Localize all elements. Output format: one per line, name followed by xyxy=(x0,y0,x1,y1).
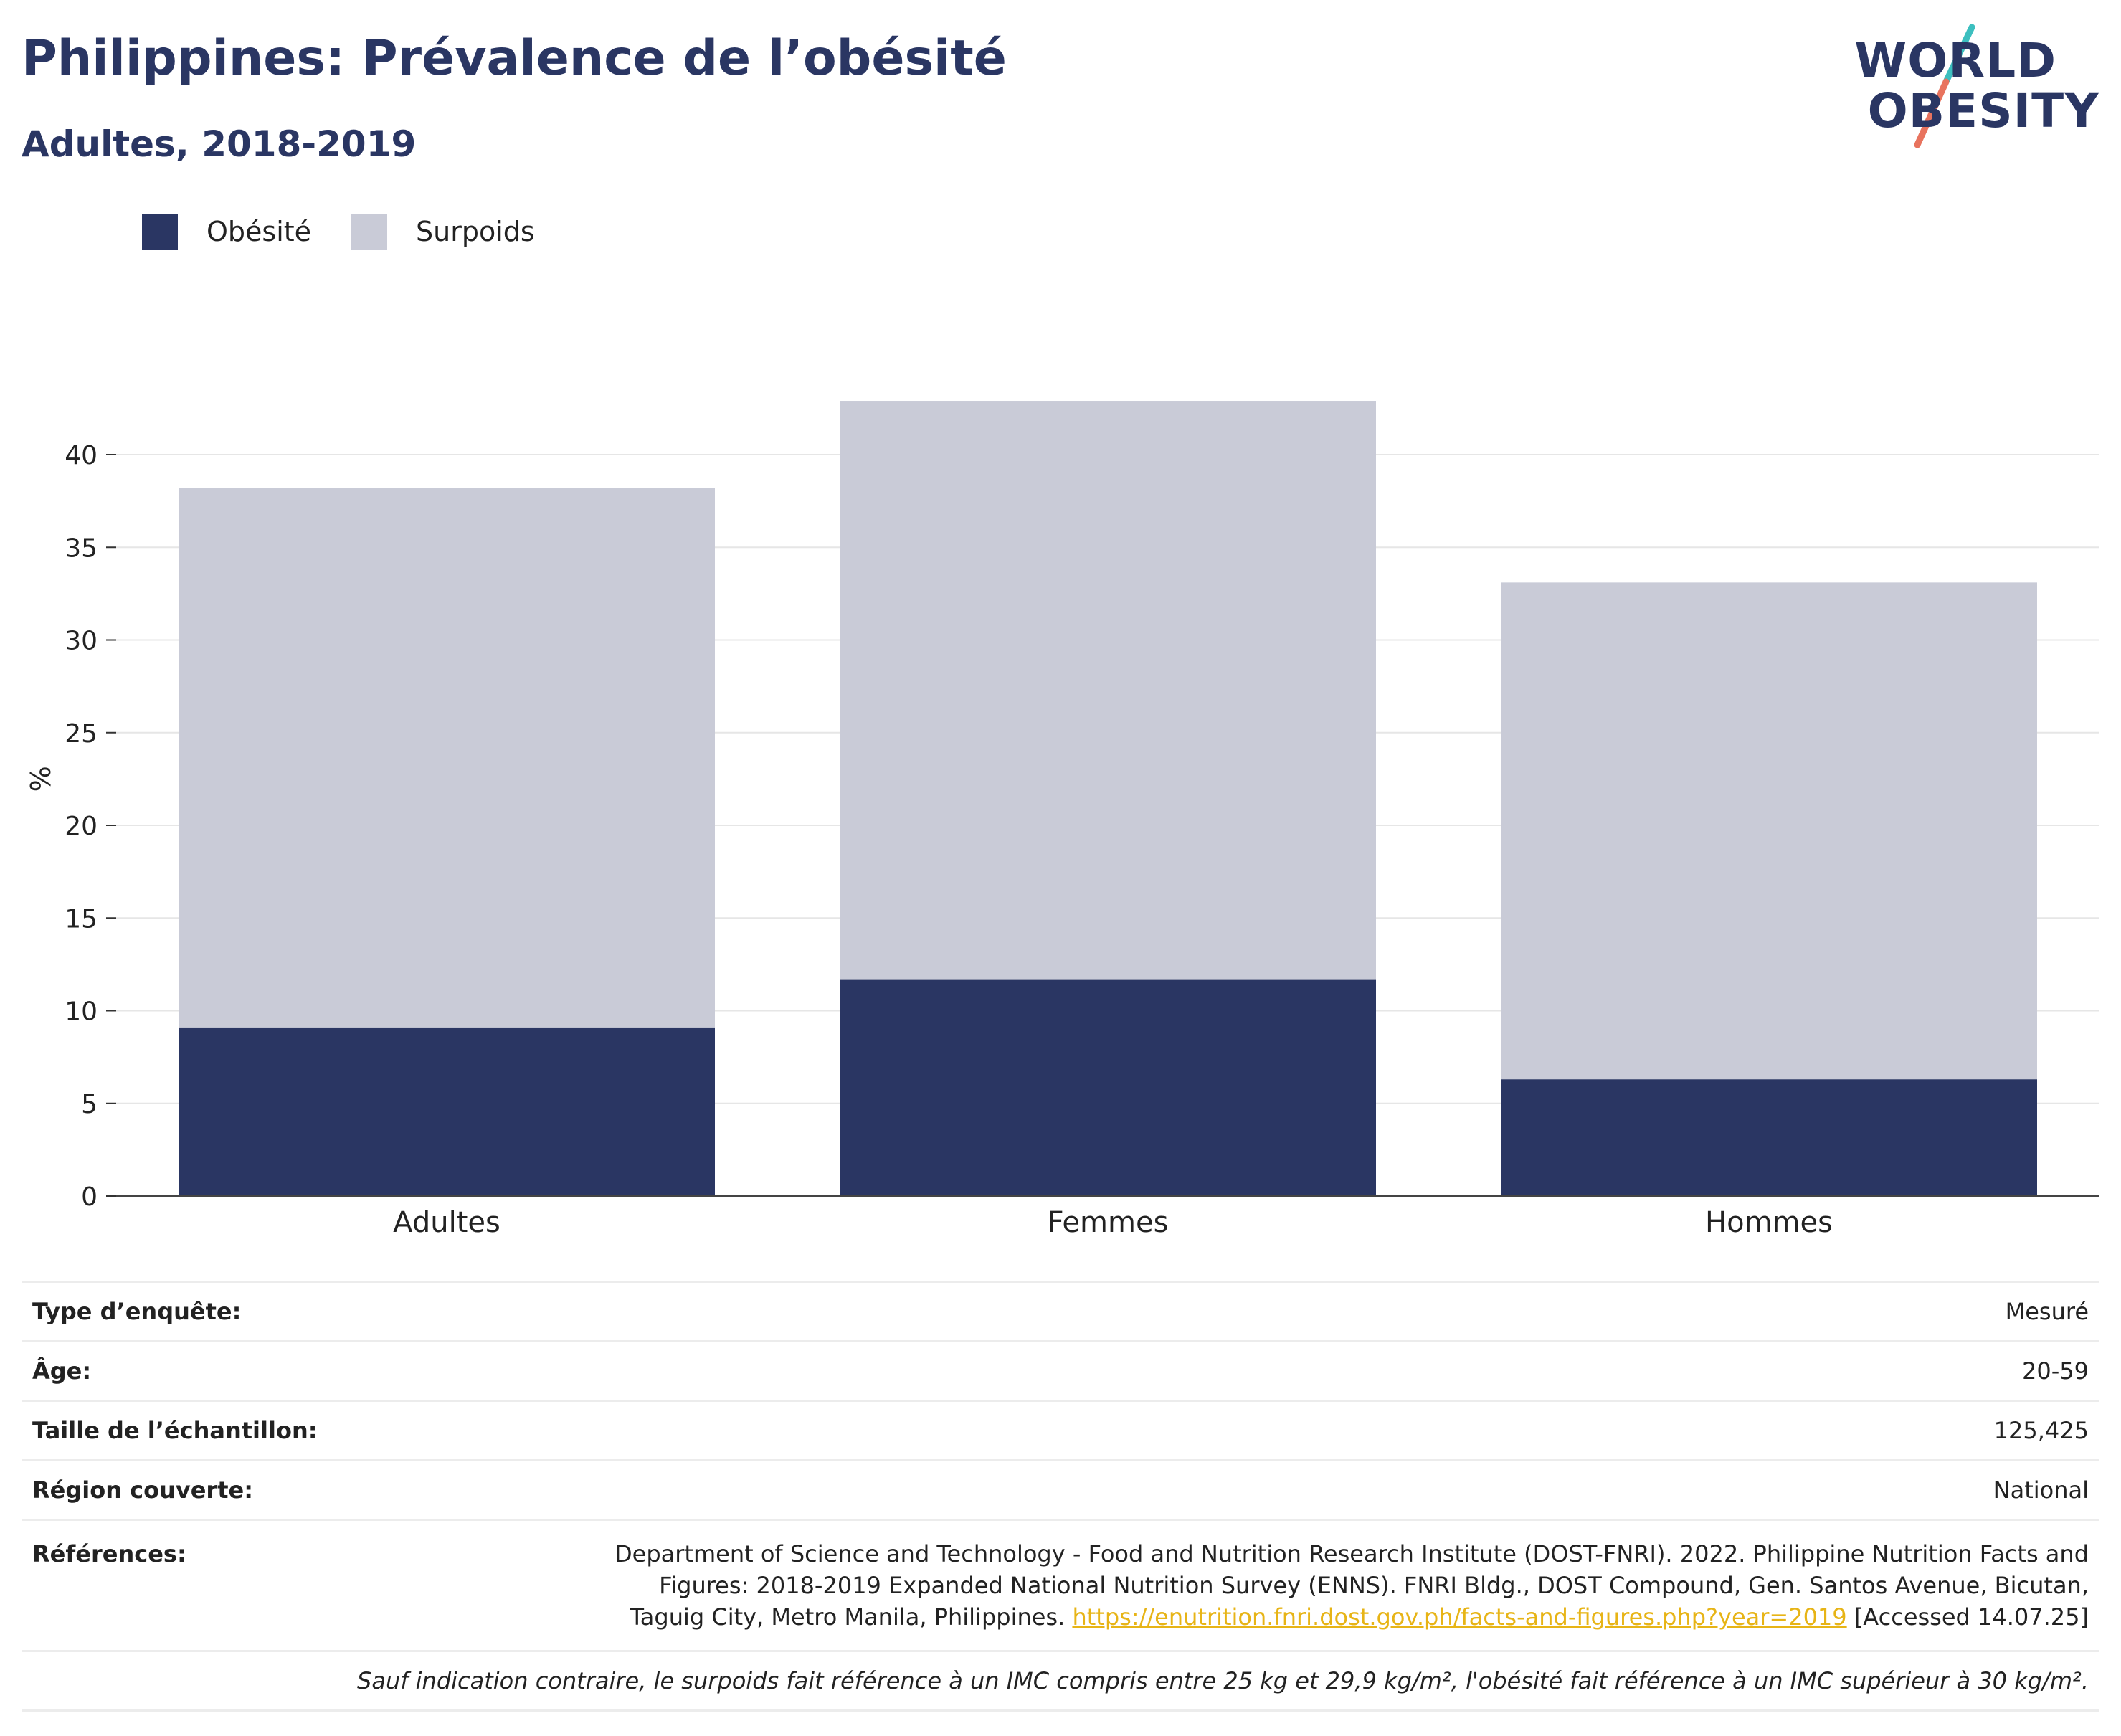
info-label: Taille de l’échantillon: xyxy=(32,1417,318,1444)
logo-word-obesity: OBESITY xyxy=(1867,83,2099,138)
y-tick-label: 10 xyxy=(65,997,98,1027)
info-label: Âge: xyxy=(32,1357,92,1385)
page-title: Philippines: Prévalence de l’obésité xyxy=(22,30,1007,87)
stacked-bar-chart: 0 5 10 15 20 25 30 35 40% Adultes Femmes Hommes xyxy=(25,401,2099,1239)
x-tick-label: Adultes xyxy=(393,1206,500,1239)
x-tick-label: Hommes xyxy=(1705,1206,1833,1239)
bar-overweight-femmes xyxy=(840,401,1376,980)
legend-swatch-overweight xyxy=(351,214,388,250)
info-row: Âge: 20-59 xyxy=(22,1340,2099,1400)
bar-obesity-femmes xyxy=(840,979,1376,1196)
y-tick-label: 0 xyxy=(81,1182,98,1212)
legend-item-obesity[interactable]: Obésité xyxy=(142,214,311,250)
y-tick-label: 25 xyxy=(65,719,98,749)
info-value-references: Department of Science and Technology - F… xyxy=(583,1538,2089,1633)
legend-label-overweight: Surpoids xyxy=(416,216,535,247)
info-row: Type d’enquête: Mesuré xyxy=(22,1281,2099,1340)
info-value: National xyxy=(1993,1476,2089,1504)
y-tick-label: 35 xyxy=(65,533,98,563)
info-value: 20-59 xyxy=(2022,1357,2089,1385)
logo-slash-icon xyxy=(1914,24,1975,148)
world-obesity-logo: WORLD OBESITY xyxy=(1854,22,2099,151)
info-label: Région couverte: xyxy=(32,1476,253,1504)
bar-overweight-hommes xyxy=(1501,582,2037,1080)
info-label-references: Références: xyxy=(32,1540,186,1567)
bar-overweight-adultes xyxy=(179,488,715,1028)
bar-obesity-hommes xyxy=(1501,1079,2037,1196)
y-tick-label: 20 xyxy=(65,812,98,841)
info-row-references: Références: Department of Science and Te… xyxy=(22,1519,2099,1650)
bar-obesity-adultes xyxy=(179,1027,715,1196)
info-value: 125,425 xyxy=(1993,1417,2089,1444)
y-tick-label: 15 xyxy=(65,904,98,934)
references-accessed: [Accessed 14.07.25] xyxy=(1854,1603,2089,1631)
references-link[interactable]: https://enutrition.fnri.dost.gov.ph/fact… xyxy=(1072,1603,1847,1631)
info-row: Région couverte: National xyxy=(22,1459,2099,1519)
info-value: Mesuré xyxy=(2005,1298,2089,1325)
y-axis-label: % xyxy=(25,766,57,792)
y-tick-label: 30 xyxy=(65,627,98,656)
legend-label-obesity: Obésité xyxy=(207,216,312,247)
info-label: Type d’enquête: xyxy=(32,1298,242,1325)
logo-word-world: WORLD xyxy=(1854,33,2056,88)
definition-note: Sauf indication contraire, le surpoids f… xyxy=(357,1667,2089,1694)
info-row-note: Sauf indication contraire, le surpoids f… xyxy=(22,1650,2099,1712)
x-tick-label: Femmes xyxy=(1048,1206,1169,1239)
chart-legend: Obésité Surpoids xyxy=(142,214,575,250)
references-text: Department of Science and Technology - F… xyxy=(615,1540,2089,1631)
legend-swatch-obesity xyxy=(142,214,178,250)
y-tick-label: 5 xyxy=(81,1090,98,1119)
legend-item-overweight[interactable]: Surpoids xyxy=(351,214,535,250)
survey-info-table: Type d’enquête: Mesuré Âge: 20-59 Taille de … xyxy=(22,1281,2099,1712)
info-row: Taille de l’échantillon: 125,425 xyxy=(22,1400,2099,1459)
y-tick-label: 40 xyxy=(65,441,98,470)
page-subtitle: Adultes, 2018-2019 xyxy=(22,123,417,165)
